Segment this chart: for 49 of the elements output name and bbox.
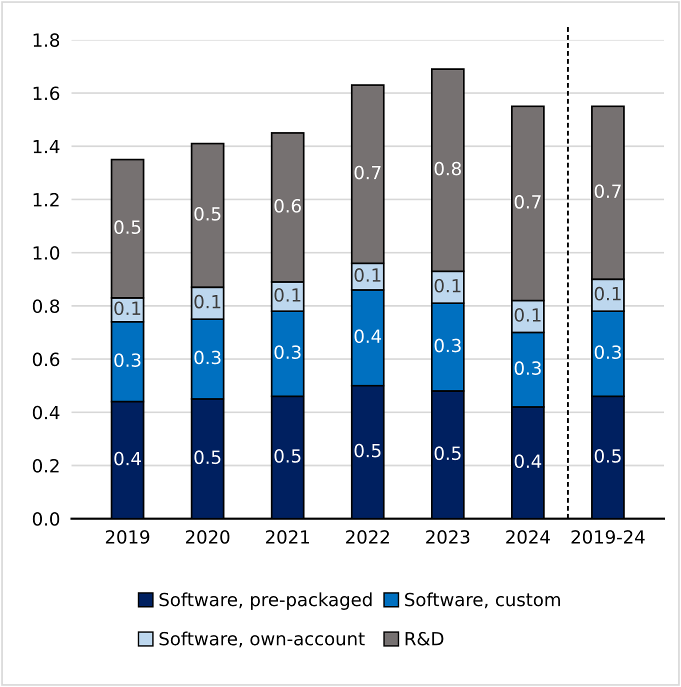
y-tick-label: 0.8 (32, 299, 60, 313)
y-tick-label: 0.0 (32, 512, 60, 526)
data-label: 0.7 (354, 166, 381, 180)
data-label: 0.1 (194, 294, 220, 308)
y-tick-label: 0.4 (32, 406, 60, 420)
data-label: 0.7 (514, 195, 541, 209)
data-label: 0.5 (274, 449, 300, 463)
data-label: 0.4 (354, 329, 382, 344)
data-label: 0.1 (354, 268, 380, 282)
y-tick-label: 1.4 (34, 140, 60, 154)
y-tick-label: 0.2 (32, 458, 59, 473)
data-label: 0.1 (594, 286, 621, 300)
data-label: 0.3 (434, 338, 461, 352)
legend-label: Software, own-account (160, 632, 365, 648)
data-label: 0.6 (274, 199, 301, 213)
x-tick-label: 2019-24 (572, 530, 645, 544)
y-tick-label: 1.0 (34, 246, 60, 260)
data-label: 0.3 (114, 353, 140, 367)
y-tick-label: 0.6 (32, 352, 60, 366)
data-label: 0.4 (514, 454, 542, 468)
y-tick-label: 1.8 (34, 33, 60, 47)
data-label: 0.5 (114, 220, 140, 234)
x-tick-label: 2019 (106, 530, 150, 544)
x-tick-label: 2022 (346, 530, 389, 544)
data-label: 0.3 (514, 361, 541, 375)
data-label: 0.1 (274, 288, 300, 302)
data-label: 0.5 (354, 444, 381, 458)
data-label: 0.7 (594, 184, 621, 198)
y-tick-label: 1.6 (34, 86, 60, 100)
data-label: 0.8 (434, 162, 461, 176)
y-tick-label: 1.2 (34, 192, 59, 206)
data-label: 0.1 (114, 301, 140, 316)
data-label: 0.3 (194, 350, 221, 364)
data-label: 0.3 (274, 345, 301, 359)
data-label: 0.4 (114, 452, 141, 466)
data-label: 0.5 (434, 446, 461, 460)
x-tick-label: 2020 (186, 530, 230, 544)
data-label: 0.5 (594, 449, 621, 463)
data-label: 0.5 (194, 207, 220, 221)
data-label: 0.5 (194, 450, 220, 464)
data-label: 0.3 (594, 345, 621, 359)
data-label: 0.1 (514, 308, 541, 322)
x-tick-label: 2023 (426, 530, 470, 544)
x-tick-label: 2024 (506, 530, 550, 544)
legend-label: Software, custom (405, 592, 560, 608)
data-label: 0.1 (434, 278, 460, 292)
legend-label: Software, pre-packaged (160, 592, 372, 610)
x-tick-label: 2021 (266, 530, 309, 544)
legend-label: R&D (406, 632, 444, 646)
